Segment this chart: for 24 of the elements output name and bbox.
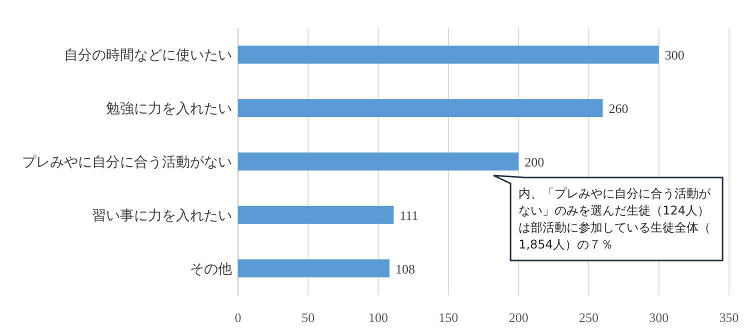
data-label: 108	[396, 261, 416, 276]
bar	[238, 152, 519, 170]
bar	[238, 206, 394, 224]
bar	[238, 99, 603, 118]
bar	[238, 259, 390, 278]
data-label: 260	[608, 101, 628, 116]
data-label: 111	[400, 208, 418, 223]
x-tick-label: 350	[719, 310, 739, 325]
x-tick-label: 150	[438, 310, 458, 325]
x-tick-label: 0	[234, 310, 242, 325]
y-tick-label: プレみやに自分に合う活動がない	[22, 154, 232, 170]
x-tick-label: 250	[578, 310, 598, 325]
x-tick-label: 100	[368, 310, 388, 325]
y-tick-label: その他	[190, 261, 232, 278]
x-tick-label: 200	[508, 310, 528, 325]
data-label: 300	[664, 48, 684, 63]
y-tick-label: 勉強に力を入れたい	[106, 101, 232, 118]
y-tick-label: 習い事に力を入れたい	[92, 208, 232, 224]
x-tick-label: 50	[302, 310, 315, 325]
y-tick-label: 自分の時間などに使いたい	[64, 48, 232, 64]
x-tick-label: 300	[649, 310, 669, 325]
bar	[238, 46, 659, 64]
annotation: 内、「プレみやに自分に合う活動がない」のみを選んだ生徒（124人）は部活動に参加している生徒全体（1,854人）の７％	[518, 186, 712, 252]
data-label: 200	[524, 154, 544, 170]
